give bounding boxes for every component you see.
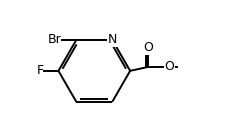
- Text: Br: Br: [48, 33, 61, 46]
- Text: O: O: [142, 41, 152, 54]
- Text: N: N: [107, 33, 116, 46]
- Text: F: F: [36, 64, 43, 77]
- Text: O: O: [164, 60, 173, 73]
